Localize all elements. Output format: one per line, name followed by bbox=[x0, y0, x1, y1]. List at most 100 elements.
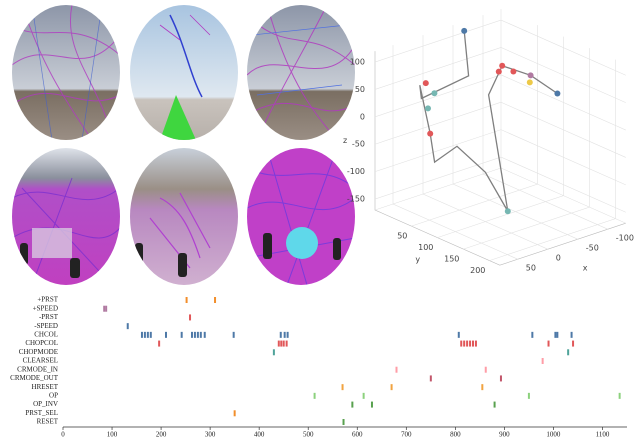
x-tick-label: 1100 bbox=[596, 431, 610, 439]
event-mark bbox=[189, 314, 191, 320]
row-label: +SPEED bbox=[33, 304, 58, 312]
z-axis-label: z bbox=[343, 136, 347, 145]
point bbox=[461, 28, 467, 34]
row-label: HRESET bbox=[32, 383, 59, 391]
screenshot bbox=[130, 5, 238, 140]
screenshot bbox=[247, 148, 355, 285]
event-mark bbox=[391, 384, 393, 390]
x-tick-label: 800 bbox=[450, 431, 461, 439]
row-label: PRST_SEL bbox=[25, 409, 58, 417]
x-tick-label: 0 bbox=[556, 254, 561, 263]
event-mark bbox=[191, 332, 193, 338]
event-mark bbox=[619, 393, 621, 399]
event-mark bbox=[127, 323, 129, 329]
event-mark bbox=[494, 402, 496, 408]
point bbox=[496, 69, 502, 75]
event-mark bbox=[280, 332, 282, 338]
event-mark bbox=[363, 393, 365, 399]
x-tick-label: 200 bbox=[156, 431, 167, 439]
event-mark bbox=[214, 297, 216, 303]
event-mark bbox=[485, 367, 487, 373]
event-mark bbox=[234, 410, 236, 416]
event-mark bbox=[158, 341, 160, 347]
event-mark bbox=[542, 358, 544, 364]
x-tick-label: -50 bbox=[586, 244, 599, 253]
point bbox=[510, 69, 516, 75]
row-label: CRMODE_IN bbox=[17, 365, 58, 373]
row-label: CHOPMODE bbox=[19, 348, 58, 356]
event-mark bbox=[141, 332, 143, 338]
point bbox=[423, 80, 429, 86]
row-label: -SPEED bbox=[34, 322, 58, 330]
event-mark bbox=[472, 341, 474, 347]
event-mark bbox=[460, 341, 462, 347]
x-tick-label: 0 bbox=[61, 431, 65, 439]
z-tick-label: 50 bbox=[355, 85, 365, 94]
event-mark bbox=[463, 341, 465, 347]
event-mark bbox=[286, 341, 288, 347]
row-label: OP bbox=[49, 391, 58, 399]
x-tick-label: -100 bbox=[616, 234, 634, 243]
event-mark bbox=[567, 349, 569, 355]
event-mark bbox=[233, 332, 235, 338]
event-mark bbox=[500, 375, 502, 381]
x-tick-label: 50 bbox=[526, 264, 536, 273]
event-mark bbox=[556, 332, 558, 338]
screenshot bbox=[12, 148, 120, 285]
z-tick-label: -50 bbox=[352, 140, 365, 149]
event-mark bbox=[469, 341, 471, 347]
y-axis-label: y bbox=[415, 255, 420, 264]
event-mark bbox=[475, 341, 477, 347]
row-label: -PRST bbox=[39, 313, 59, 321]
event-mark bbox=[200, 332, 202, 338]
event-mark bbox=[103, 306, 105, 312]
row-label: CRMODE_OUT bbox=[10, 374, 59, 382]
point bbox=[505, 208, 511, 214]
z-tick-label: -100 bbox=[347, 167, 365, 176]
event-mark bbox=[150, 332, 152, 338]
z-tick-label: 0 bbox=[360, 112, 365, 121]
event-mark bbox=[147, 332, 149, 338]
point bbox=[554, 90, 560, 96]
event-mark bbox=[342, 384, 344, 390]
row-label: CHOPCOL bbox=[25, 339, 58, 347]
point bbox=[427, 131, 433, 137]
event-mark bbox=[531, 332, 533, 338]
row-label: CHCOL bbox=[34, 330, 58, 338]
event-mark bbox=[528, 393, 530, 399]
point bbox=[528, 72, 534, 78]
event-mark bbox=[284, 332, 286, 338]
y-tick-label: 200 bbox=[470, 266, 485, 275]
x-tick-label: 600 bbox=[352, 431, 363, 439]
x-tick-label: 700 bbox=[401, 431, 412, 439]
event-mark bbox=[186, 297, 188, 303]
event-mark bbox=[572, 341, 574, 347]
z-tick-label: 100 bbox=[350, 58, 365, 67]
event-mark bbox=[280, 341, 282, 347]
x-tick-label: 1000 bbox=[546, 431, 561, 439]
event-mark bbox=[283, 341, 285, 347]
screenshot bbox=[130, 148, 238, 285]
event-mark bbox=[554, 332, 556, 338]
event-mark bbox=[351, 402, 353, 408]
event-mark bbox=[287, 332, 289, 338]
row-label: OP_INV bbox=[33, 400, 58, 408]
event-mark bbox=[314, 393, 316, 399]
event-mark bbox=[548, 341, 550, 347]
x-axis-label: x bbox=[583, 264, 588, 273]
point bbox=[527, 79, 533, 85]
x-tick-label: 900 bbox=[499, 431, 510, 439]
event-mark bbox=[278, 341, 280, 347]
event-mark bbox=[197, 332, 199, 338]
event-mark bbox=[194, 332, 196, 338]
x-tick-label: 400 bbox=[254, 431, 265, 439]
event-mark bbox=[105, 306, 107, 312]
event-mark bbox=[395, 367, 397, 373]
x-tick-label: 300 bbox=[205, 431, 216, 439]
event-mark bbox=[481, 384, 483, 390]
y-tick-label: 50 bbox=[397, 232, 407, 241]
event-mark bbox=[181, 332, 183, 338]
y-tick-label: 150 bbox=[444, 255, 459, 264]
event-mark bbox=[273, 349, 275, 355]
z-tick-label: -150 bbox=[347, 195, 365, 204]
